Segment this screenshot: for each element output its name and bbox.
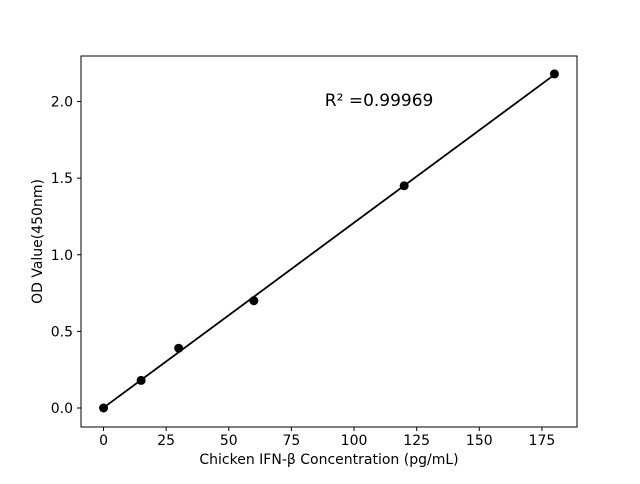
data-point (136, 375, 146, 385)
x-tick-label: 150 (466, 433, 493, 449)
data-point (249, 296, 259, 306)
data-point (99, 403, 109, 413)
y-tick-label: 2.0 (51, 95, 73, 111)
data-series (99, 69, 559, 413)
x-tick-label: 175 (529, 433, 556, 449)
x-axis-label: Chicken IFN-β Concentration (pg/mL) (199, 452, 458, 468)
trend-line (103, 73, 555, 409)
r-squared-annotation: R² =0.99969 (325, 91, 434, 111)
y-tick-label: 1.0 (51, 248, 73, 264)
data-point (174, 343, 184, 353)
plot-frame (80, 55, 578, 428)
x-tick-label: 0 (99, 433, 108, 449)
y-tick-label: 0.5 (51, 324, 73, 340)
x-tick-label: 100 (341, 433, 368, 449)
data-point (399, 181, 409, 191)
data-point (549, 69, 559, 79)
x-tick-label: 125 (403, 433, 430, 449)
y-axis-label: OD Value(450nm) (30, 179, 46, 304)
y-tick-label: 1.5 (51, 171, 73, 187)
axis-ticks: 0 25 50 75 100 125 150 175 0.0 0.5 1.0 1.5 2.0 (51, 95, 556, 449)
x-tick-label: 75 (283, 433, 301, 449)
y-tick-label: 0.0 (51, 401, 73, 417)
x-tick-label: 50 (220, 433, 238, 449)
x-tick-label: 25 (157, 433, 175, 449)
